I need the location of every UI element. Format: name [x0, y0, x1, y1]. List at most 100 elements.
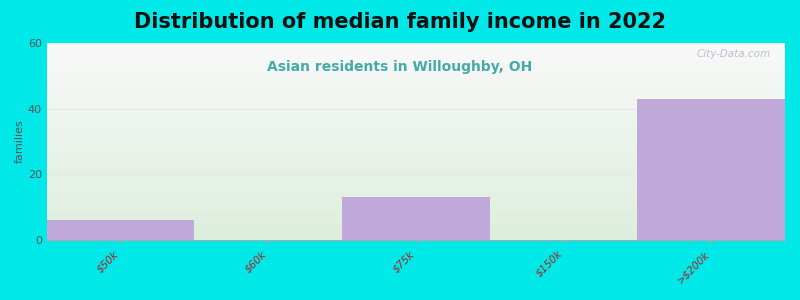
- Bar: [46, 51, 785, 52]
- Bar: [46, 134, 785, 135]
- Bar: [46, 230, 785, 231]
- Bar: [46, 63, 785, 64]
- Bar: [46, 198, 785, 199]
- Bar: [46, 80, 785, 81]
- Bar: [46, 205, 785, 206]
- Bar: [46, 158, 785, 159]
- Bar: [46, 118, 785, 119]
- Bar: [46, 147, 785, 148]
- Bar: [46, 103, 785, 104]
- Bar: [46, 71, 785, 72]
- Bar: [46, 136, 785, 137]
- Bar: [46, 77, 785, 78]
- Bar: [342, 197, 490, 240]
- Bar: [46, 206, 785, 207]
- Bar: [46, 239, 785, 240]
- Bar: [46, 144, 785, 145]
- Bar: [46, 107, 785, 108]
- Bar: [46, 47, 785, 48]
- Bar: [46, 187, 785, 188]
- Bar: [46, 177, 785, 178]
- Bar: [46, 79, 785, 80]
- Bar: [46, 64, 785, 65]
- Bar: [46, 122, 785, 123]
- Bar: [46, 138, 785, 139]
- Bar: [46, 45, 785, 46]
- Bar: [46, 96, 785, 97]
- Bar: [46, 128, 785, 129]
- Bar: [46, 49, 785, 50]
- Bar: [46, 54, 785, 55]
- Bar: [46, 168, 785, 169]
- Bar: [46, 132, 785, 133]
- Bar: [638, 99, 785, 240]
- Bar: [46, 169, 785, 170]
- Bar: [46, 59, 785, 60]
- Bar: [46, 216, 785, 217]
- Text: City-Data.com: City-Data.com: [696, 49, 770, 59]
- Bar: [46, 135, 785, 136]
- Bar: [46, 85, 785, 86]
- Bar: [46, 149, 785, 150]
- Bar: [46, 60, 785, 61]
- Bar: [46, 85, 785, 86]
- Bar: [46, 228, 785, 229]
- Bar: [46, 50, 785, 51]
- Bar: [46, 44, 785, 45]
- Bar: [46, 215, 785, 216]
- Bar: [46, 123, 785, 124]
- Bar: [46, 78, 785, 79]
- Bar: [46, 130, 785, 131]
- Bar: [46, 188, 785, 189]
- Bar: [46, 197, 785, 198]
- Bar: [46, 160, 785, 161]
- Bar: [46, 156, 785, 157]
- Bar: [46, 195, 785, 196]
- Bar: [46, 189, 785, 190]
- Bar: [46, 159, 785, 160]
- Bar: [46, 226, 785, 227]
- Bar: [46, 186, 785, 187]
- Bar: [46, 165, 785, 166]
- Bar: [46, 66, 785, 67]
- Bar: [46, 98, 785, 99]
- Bar: [46, 48, 785, 49]
- Bar: [46, 126, 785, 127]
- Bar: [46, 184, 785, 185]
- Bar: [46, 214, 785, 215]
- Bar: [46, 67, 785, 68]
- Bar: [46, 233, 785, 234]
- Bar: [46, 106, 785, 107]
- Bar: [46, 108, 785, 109]
- Bar: [46, 175, 785, 176]
- Bar: [46, 105, 785, 106]
- Bar: [46, 43, 785, 44]
- Bar: [46, 57, 785, 58]
- Bar: [46, 102, 785, 103]
- Bar: [46, 99, 785, 100]
- Bar: [46, 121, 785, 122]
- Bar: [46, 231, 785, 232]
- Bar: [46, 209, 785, 210]
- Bar: [46, 232, 785, 233]
- Bar: [46, 141, 785, 142]
- Bar: [46, 69, 785, 70]
- Text: Asian residents in Willoughby, OH: Asian residents in Willoughby, OH: [267, 60, 533, 74]
- Bar: [46, 220, 194, 240]
- Bar: [46, 192, 785, 193]
- Bar: [46, 133, 785, 134]
- Bar: [46, 224, 785, 225]
- Bar: [46, 93, 785, 94]
- Bar: [46, 163, 785, 164]
- Bar: [46, 137, 785, 138]
- Bar: [46, 161, 785, 162]
- Bar: [46, 127, 785, 128]
- Bar: [46, 167, 785, 168]
- Bar: [46, 179, 785, 180]
- Bar: [46, 150, 785, 151]
- Bar: [46, 86, 785, 87]
- Bar: [46, 75, 785, 76]
- Bar: [46, 236, 785, 237]
- Bar: [46, 101, 785, 102]
- Bar: [46, 202, 785, 203]
